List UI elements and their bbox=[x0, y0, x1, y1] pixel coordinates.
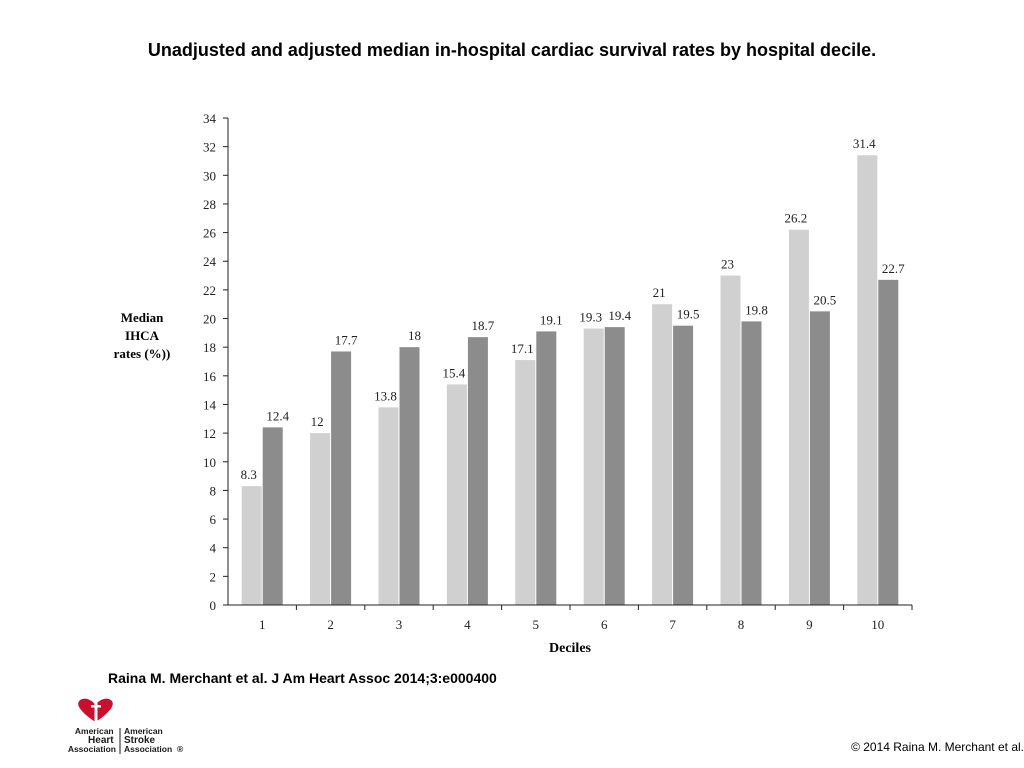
x-tick-label: 9 bbox=[806, 617, 813, 632]
bar-value-label: 18 bbox=[408, 328, 421, 343]
bar-value-label: 8.3 bbox=[241, 467, 257, 482]
bar-value-label: 20.5 bbox=[814, 292, 837, 307]
y-axis-label-line: Median bbox=[121, 310, 164, 325]
bar-value-label: 17.1 bbox=[511, 341, 534, 356]
y-tick-label: 14 bbox=[203, 397, 217, 412]
bar bbox=[652, 304, 673, 605]
bar bbox=[673, 325, 694, 605]
bar bbox=[310, 433, 331, 605]
bar-value-label: 19.5 bbox=[677, 307, 700, 322]
bar-value-label: 19.1 bbox=[540, 312, 563, 327]
y-tick-label: 20 bbox=[203, 312, 216, 327]
bar bbox=[857, 155, 878, 605]
bar bbox=[378, 407, 399, 605]
trademark-symbol: ® bbox=[177, 744, 184, 754]
x-tick-label: 5 bbox=[533, 617, 540, 632]
bar bbox=[467, 337, 488, 605]
y-tick-label: 18 bbox=[203, 340, 216, 355]
x-tick-label: 7 bbox=[669, 617, 676, 632]
bar bbox=[788, 229, 809, 606]
citation: Raina M. Merchant et al. J Am Heart Asso… bbox=[108, 670, 497, 686]
bar-value-label: 21 bbox=[653, 285, 666, 300]
bar-value-label: 19.4 bbox=[608, 308, 631, 323]
y-tick-label: 22 bbox=[203, 283, 216, 298]
bar-value-label: 26.2 bbox=[785, 211, 808, 226]
y-tick-label: 6 bbox=[210, 512, 217, 527]
bar-value-labels: 8.3 12.4 12 17.7 13.8 18 15.4 18.7 17.1 19.1 19.3 1… bbox=[241, 136, 906, 482]
bar-value-label: 13.8 bbox=[374, 388, 397, 403]
bar-value-label: 12.4 bbox=[266, 408, 289, 423]
bar-value-label: 17.7 bbox=[335, 332, 358, 347]
y-axis-label-line: IHCA bbox=[125, 328, 160, 343]
x-tick-label: 2 bbox=[327, 617, 334, 632]
bar bbox=[809, 311, 830, 605]
x-tick-label: 1 bbox=[259, 617, 266, 632]
bar bbox=[262, 427, 283, 605]
asa-name: American Stroke Association bbox=[124, 726, 172, 754]
y-tick-label: 34 bbox=[203, 111, 217, 126]
y-tick-label: 28 bbox=[203, 197, 216, 212]
bar-value-label: 19.8 bbox=[745, 302, 768, 317]
bar bbox=[741, 321, 762, 605]
bar bbox=[720, 275, 741, 605]
bar bbox=[583, 328, 604, 605]
x-tick-label: 6 bbox=[601, 617, 608, 632]
x-axis-label: Deciles bbox=[549, 641, 592, 656]
x-tick-label: 8 bbox=[738, 617, 745, 632]
y-tick-label: 4 bbox=[210, 541, 217, 556]
y-axis-label-line: rates (%)) bbox=[114, 346, 171, 361]
bar bbox=[536, 331, 557, 605]
x-tick-label: 3 bbox=[396, 617, 403, 632]
y-tick-label: 8 bbox=[210, 483, 217, 498]
bar bbox=[241, 486, 262, 605]
x-axis-ticks: 1 2 3 4 5 6 7 8 9 10 bbox=[259, 605, 913, 632]
y-tick-label: 30 bbox=[203, 168, 216, 183]
bar bbox=[331, 351, 352, 605]
bar bbox=[604, 327, 625, 605]
bar-value-label: 22.7 bbox=[882, 261, 905, 276]
x-tick-label: 10 bbox=[871, 617, 884, 632]
bar-value-label: 23 bbox=[721, 257, 734, 272]
y-tick-label: 12 bbox=[203, 426, 216, 441]
bar bbox=[446, 384, 467, 605]
aha-name: American Heart Association bbox=[68, 726, 116, 754]
bar-value-label: 18.7 bbox=[472, 318, 495, 333]
y-tick-label: 0 bbox=[210, 598, 217, 613]
bar bbox=[515, 360, 536, 605]
y-tick-label: 2 bbox=[210, 569, 217, 584]
bar-value-label: 31.4 bbox=[853, 136, 876, 151]
bar-value-label: 12 bbox=[311, 414, 324, 429]
bars bbox=[241, 155, 899, 606]
aha-asa-logo: American Heart Association American Stro… bbox=[68, 698, 184, 754]
bar-value-label: 19.3 bbox=[579, 310, 602, 325]
slide-title: Unadjusted and adjusted median in-hospit… bbox=[147, 40, 877, 60]
copyright: © 2014 Raina M. Merchant et al. bbox=[851, 740, 1024, 754]
y-axis-label: Median IHCA rates (%)) bbox=[114, 310, 171, 361]
y-tick-label: 24 bbox=[203, 254, 217, 269]
bar bbox=[878, 279, 899, 605]
y-tick-label: 26 bbox=[203, 226, 217, 241]
bar-value-label: 15.4 bbox=[443, 365, 466, 380]
y-tick-label: 32 bbox=[203, 140, 216, 155]
heart-torch-icon bbox=[78, 698, 113, 723]
x-tick-label: 4 bbox=[464, 617, 471, 632]
y-tick-label: 10 bbox=[203, 455, 216, 470]
y-tick-label: 16 bbox=[203, 369, 217, 384]
bar bbox=[399, 347, 420, 605]
